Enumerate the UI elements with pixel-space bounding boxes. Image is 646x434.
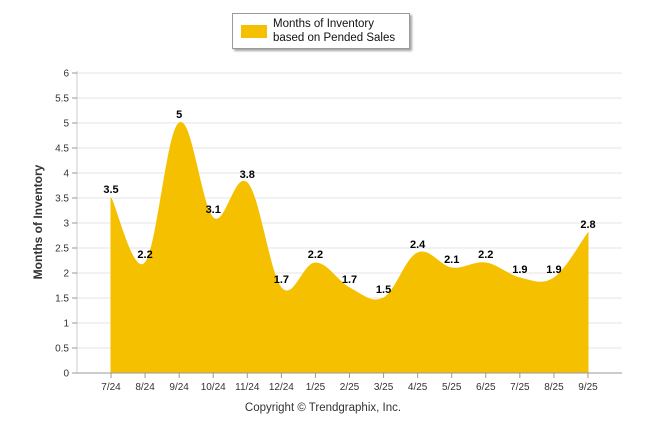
x-tick-label: 5/25: [442, 382, 462, 393]
data-label: 3.8: [240, 169, 255, 181]
y-axis-title: Months of Inventory: [31, 164, 45, 280]
y-tick-label: 3.5: [55, 194, 69, 205]
area-series: [110, 122, 589, 374]
x-tick-label: 8/25: [544, 382, 564, 393]
y-tick-label: 2: [63, 269, 69, 280]
data-label: 1.7: [342, 274, 357, 286]
data-label: 2.2: [137, 249, 152, 261]
y-tick-label: 1.5: [55, 294, 69, 305]
x-tick-label: 9/25: [578, 382, 598, 393]
x-tick-label: 12/24: [269, 382, 294, 393]
y-tick-label: 6: [63, 69, 69, 80]
data-label: 1.9: [512, 264, 527, 276]
data-label: 1.5: [376, 284, 391, 296]
legend-label: Months of Inventory based on Pended Sale…: [273, 18, 396, 44]
x-tick-label: 10/24: [201, 382, 226, 393]
data-label: 3.5: [103, 184, 118, 196]
y-tick-label: 4: [63, 169, 69, 180]
legend-swatch: [241, 25, 267, 38]
legend: Months of Inventory based on Pended Sale…: [232, 13, 410, 49]
x-tick-label: 1/25: [306, 382, 326, 393]
x-tick-label: 7/25: [510, 382, 530, 393]
y-tick-label: 5.5: [55, 94, 69, 105]
y-tick-labels: 0 0.5 1 1.5 2 2.5 3 3.5 4 4.5 5 5.5 6: [55, 69, 69, 380]
data-label: 2.8: [580, 219, 595, 231]
y-tick-label: 2.5: [55, 244, 69, 255]
x-tick-label: 2/25: [340, 382, 360, 393]
data-label: 2.4: [410, 239, 426, 251]
area-fill: [110, 122, 589, 374]
x-tick-label: 3/25: [374, 382, 394, 393]
y-tick-label: 4.5: [55, 144, 69, 155]
x-tick-label: 4/25: [408, 382, 428, 393]
x-tick-label: 7/24: [101, 382, 121, 393]
data-label: 2.1: [444, 254, 459, 266]
data-label: 1.7: [274, 274, 289, 286]
y-tick-label: 1: [63, 319, 69, 330]
data-label: 5: [176, 109, 182, 121]
x-tick-label: 8/24: [135, 382, 155, 393]
y-tick-label: 0: [63, 369, 69, 380]
x-tick-label: 9/24: [169, 382, 189, 393]
y-tick-label: 3: [63, 219, 69, 230]
data-label: 3.1: [206, 204, 221, 216]
data-label: 2.2: [308, 249, 323, 261]
y-tick-label: 0.5: [55, 344, 69, 355]
x-tick-labels: 7/24 8/24 9/24 10/24 11/24 12/24 1/25 2/25 3/25 4…: [101, 382, 598, 393]
copyright-text: Copyright © Trendgraphix, Inc.: [244, 402, 402, 414]
x-tick-label: 6/25: [476, 382, 496, 393]
x-tick-label: 11/24: [235, 382, 260, 393]
y-tick-label: 5: [63, 119, 69, 130]
data-label: 2.2: [478, 249, 493, 261]
axes: [72, 71, 622, 378]
data-labels: 3.5 2.2 5 3.1 3.8 1.7 2.2 1.7 1.5 2.4 2.1 2.2 1.9 1.9…: [103, 109, 595, 296]
data-label: 1.9: [546, 264, 561, 276]
